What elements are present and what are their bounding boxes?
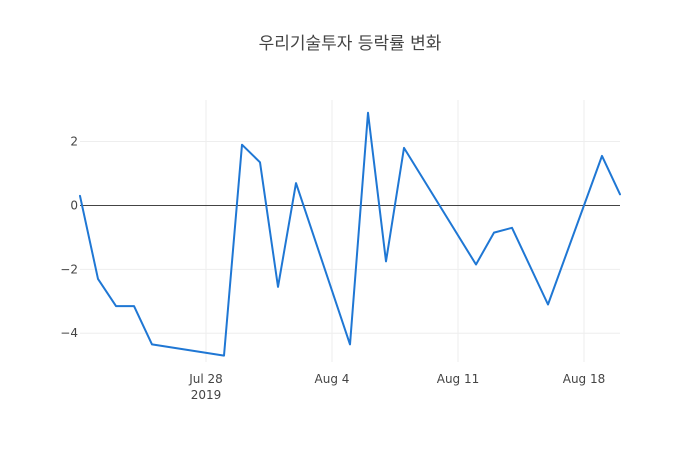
y-tick-label: 2 (70, 135, 78, 149)
y-tick-label: 0 (70, 198, 78, 212)
x-tick-label: Aug 4 (315, 372, 350, 386)
x-tick-label: Aug 11 (437, 372, 480, 386)
series-layer (79, 111, 621, 357)
x-tick-label: Aug 18 (563, 372, 606, 386)
grid-layer (80, 100, 620, 362)
x-tick-sublabel: 2019 (191, 388, 222, 402)
y-tick-label: −2 (60, 262, 78, 276)
axis-layer: Jul 28 2019 Aug 4 Aug 11 Aug 18 −4 −2 0 2 (60, 135, 605, 402)
chart-title: 우리기술투자 등락률 변화 (259, 34, 442, 54)
x-tick-label: Jul 28 (188, 372, 223, 386)
y-tick-label: −4 (60, 326, 78, 340)
series-line (79, 111, 621, 357)
